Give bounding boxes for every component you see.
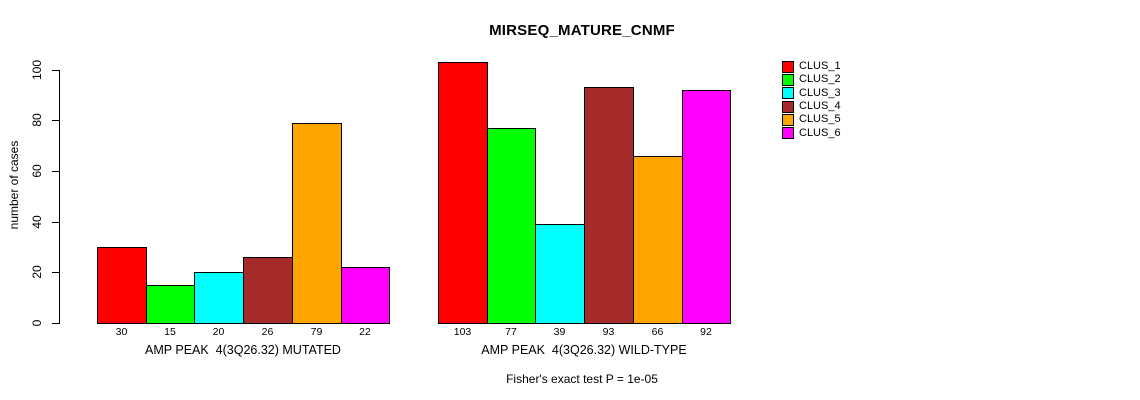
legend-swatch [782, 113, 794, 126]
legend-swatch [782, 73, 794, 86]
bar [97, 247, 147, 324]
legend-swatch [782, 100, 794, 113]
bar-value-label: 22 [359, 326, 371, 338]
bar [438, 62, 488, 324]
legend-label: CLUS_2 [799, 73, 841, 86]
chart-title: MIRSEQ_MATURE_CNMF [489, 22, 675, 39]
legend: CLUS_1 CLUS_2 CLUS_3 CLUS_4 CLUS_5 CLUS_6 [782, 60, 841, 140]
bar [633, 156, 683, 324]
y-tick-mark [52, 120, 59, 121]
y-tick-label: 100 [30, 59, 44, 81]
legend-swatch [782, 60, 794, 73]
bar-value-label: 66 [651, 326, 664, 338]
bar [243, 257, 293, 324]
bar [292, 123, 342, 324]
y-tick-mark [52, 70, 59, 71]
bar [487, 128, 536, 324]
y-tick-mark [52, 171, 59, 172]
legend-row: CLUS_6 [782, 126, 841, 140]
bar-value-label: 92 [700, 326, 712, 338]
bar-value-label: 103 [453, 326, 472, 338]
y-tick-mark [52, 323, 59, 324]
legend-swatch [782, 87, 794, 100]
y-tick-mark [52, 222, 59, 223]
legend-label: CLUS_4 [799, 100, 841, 113]
bar-value-label: 20 [212, 326, 225, 338]
group-axis-label: AMP PEAK 4(3Q26.32) MUTATED [145, 343, 341, 357]
y-tick-label: 0 [30, 319, 44, 327]
legend-label: CLUS_1 [799, 60, 841, 73]
bar-value-label: 77 [505, 326, 517, 338]
bar [584, 87, 634, 324]
y-axis-label: number of cases [7, 140, 21, 230]
legend-label: CLUS_6 [799, 126, 841, 139]
legend-swatch [782, 127, 794, 140]
fisher-test-annotation: Fisher's exact test P = 1e-05 [506, 372, 658, 386]
bar-value-label: 26 [261, 326, 274, 338]
y-tick-label: 40 [30, 215, 44, 229]
legend-label: CLUS_3 [799, 86, 841, 99]
legend-row: CLUS_1 [782, 60, 841, 73]
bar [194, 272, 244, 324]
y-tick-label: 20 [30, 265, 44, 279]
legend-row: CLUS_2 [782, 73, 841, 86]
bar [535, 224, 585, 324]
legend-label: CLUS_5 [799, 113, 841, 126]
bar [146, 285, 195, 324]
legend-row: CLUS_4 [782, 100, 841, 113]
group-axis-label: AMP PEAK 4(3Q26.32) WILD-TYPE [481, 343, 687, 357]
y-tick-mark [52, 272, 59, 273]
bar-value-label: 93 [602, 326, 615, 338]
bar-value-label: 15 [164, 326, 176, 338]
legend-row: CLUS_5 [782, 113, 841, 126]
bar-value-label: 30 [115, 326, 128, 338]
bar-value-label: 39 [553, 326, 566, 338]
bar [341, 267, 390, 324]
bar [682, 90, 731, 324]
y-axis-line [59, 70, 60, 324]
y-tick-label: 60 [30, 164, 44, 178]
legend-row: CLUS_3 [782, 87, 841, 100]
y-tick-label: 80 [30, 113, 44, 127]
bar-value-label: 79 [310, 326, 323, 338]
